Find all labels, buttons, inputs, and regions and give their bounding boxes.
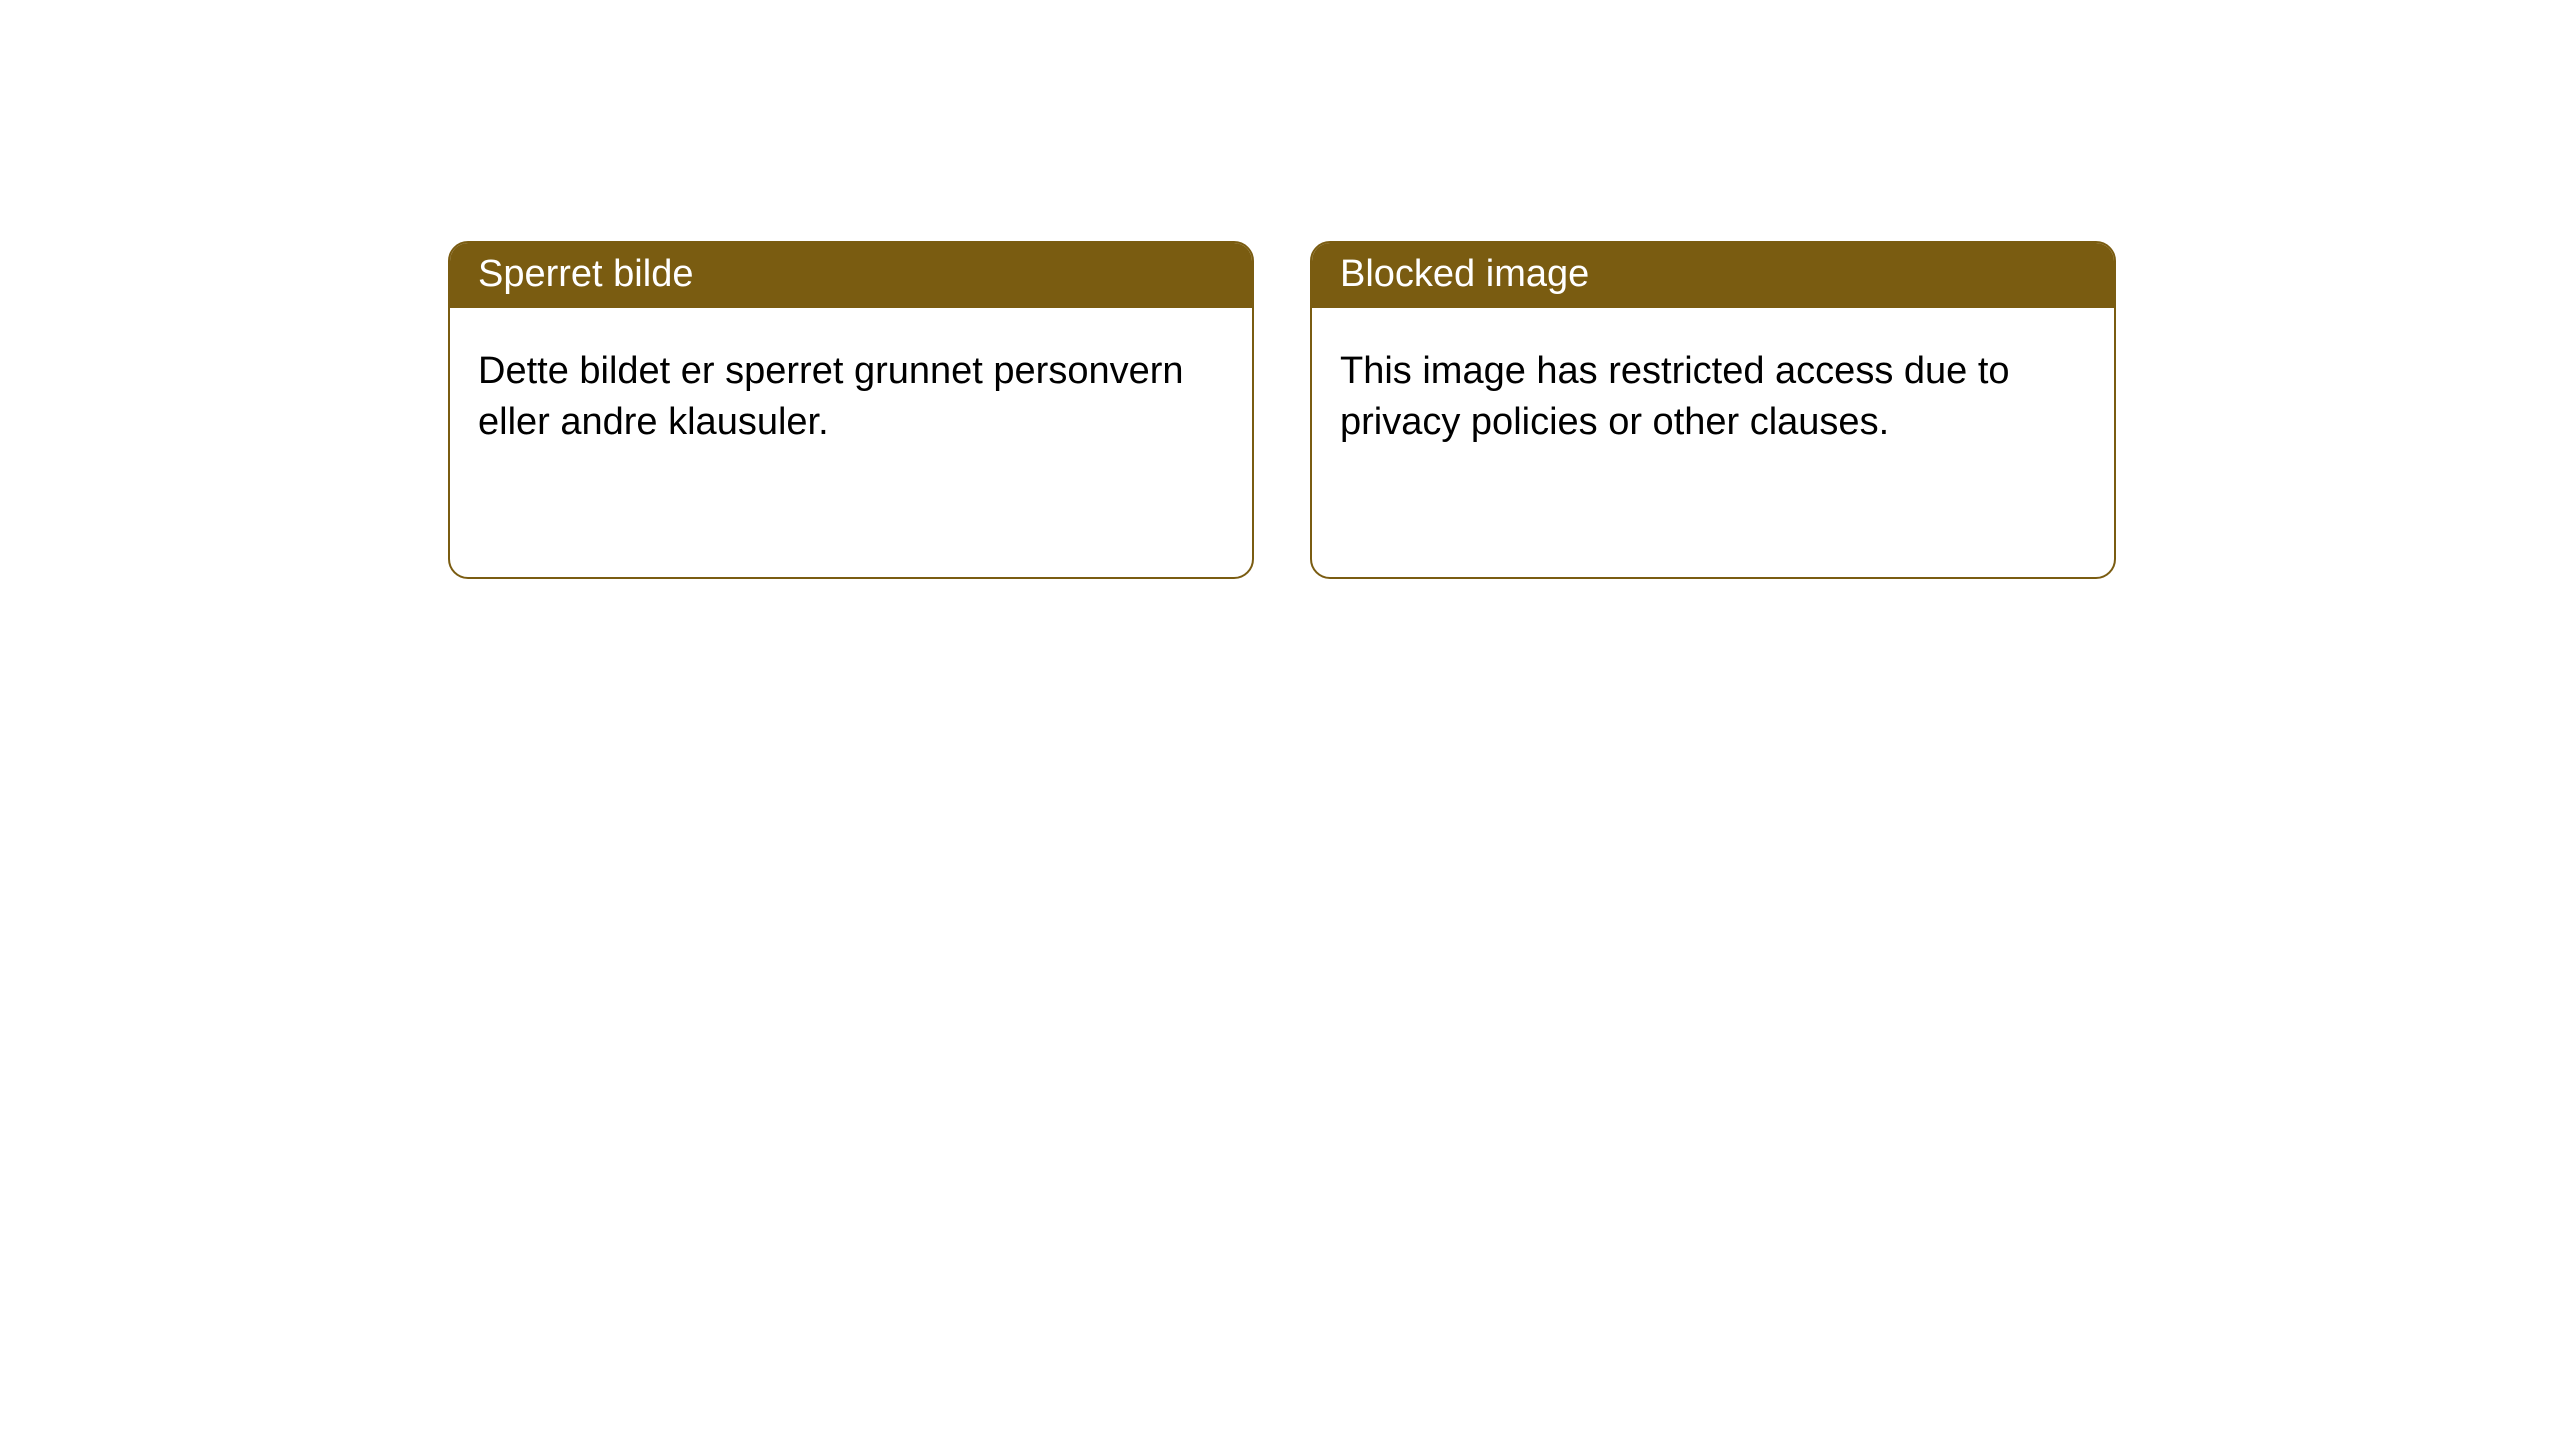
card-header-title: Blocked image [1312,243,2114,308]
card-body-text: This image has restricted access due to … [1312,308,2114,477]
notice-card-norwegian: Sperret bilde Dette bildet er sperret gr… [448,241,1254,579]
card-header-title: Sperret bilde [450,243,1252,308]
card-body-text: Dette bildet er sperret grunnet personve… [450,308,1252,477]
notice-cards-container: Sperret bilde Dette bildet er sperret gr… [448,241,2116,579]
notice-card-english: Blocked image This image has restricted … [1310,241,2116,579]
